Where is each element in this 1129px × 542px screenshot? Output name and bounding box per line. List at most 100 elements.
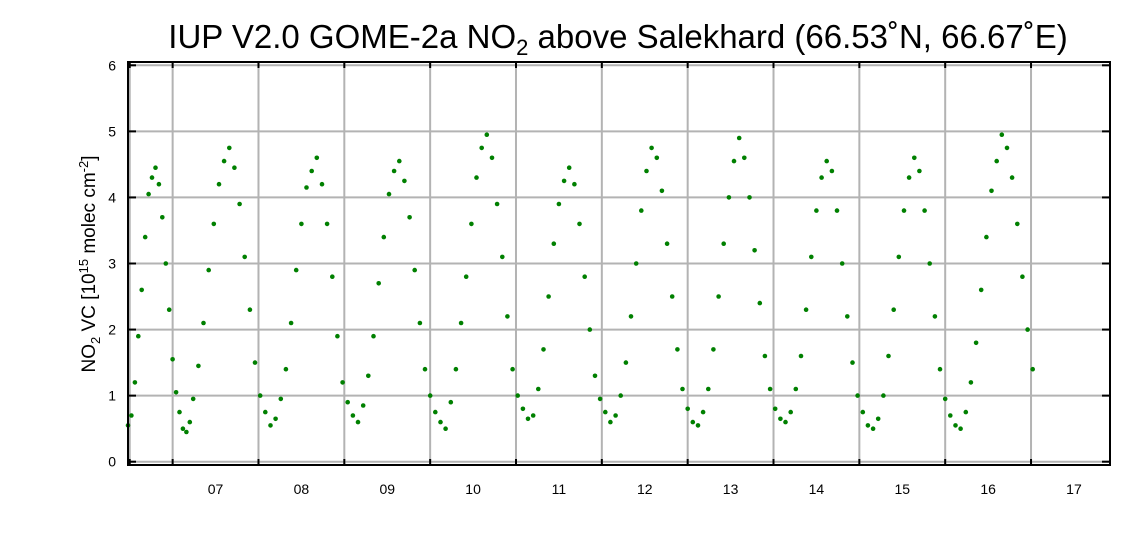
data-point <box>721 241 726 246</box>
data-point <box>932 314 938 319</box>
x-tick-label: 10 <box>465 481 481 497</box>
data-point <box>592 373 598 379</box>
data-point <box>731 158 737 164</box>
data-point <box>335 333 340 339</box>
data-point <box>510 366 515 372</box>
x-tick-label: 13 <box>723 481 739 497</box>
data-point <box>536 386 541 392</box>
y-tick-label: 2 <box>108 322 116 338</box>
data-point <box>680 386 685 392</box>
data-point <box>500 254 505 260</box>
data-point <box>803 307 809 313</box>
data-point <box>566 165 572 170</box>
data-point <box>762 353 768 359</box>
data-point <box>953 423 958 428</box>
data-point <box>736 135 742 141</box>
data-point <box>278 396 284 402</box>
data-point <box>824 158 829 164</box>
data-point <box>901 208 907 213</box>
data-point <box>649 145 654 151</box>
data-point <box>747 195 752 200</box>
data-point <box>132 380 138 385</box>
x-tick-label: 17 <box>1066 481 1082 497</box>
data-point <box>742 155 747 161</box>
data-point <box>613 413 618 418</box>
data-point <box>968 380 974 385</box>
y-tick-label: 0 <box>108 454 116 470</box>
data-point <box>149 175 155 180</box>
data-point <box>340 380 345 385</box>
data-point <box>453 366 459 372</box>
data-point <box>881 393 886 398</box>
data-point <box>752 248 757 253</box>
data-point <box>427 393 433 398</box>
data-point <box>829 168 835 174</box>
data-point <box>187 419 193 425</box>
data-point <box>561 178 567 184</box>
data-point <box>608 419 613 425</box>
x-tick-label: 08 <box>294 481 310 497</box>
data-point <box>1020 274 1025 280</box>
data-point <box>304 185 309 190</box>
data-point <box>520 406 526 412</box>
data-point <box>788 409 793 415</box>
data-point <box>201 320 206 326</box>
data-point <box>654 155 660 161</box>
data-point <box>860 409 866 415</box>
data-point <box>814 208 819 213</box>
data-point <box>479 145 485 151</box>
data-points <box>125 132 1035 435</box>
data-point <box>257 393 263 398</box>
data-point <box>407 215 412 220</box>
data-point <box>376 281 382 286</box>
data-point <box>232 165 237 170</box>
data-point <box>958 426 963 432</box>
x-tick-label: 12 <box>637 481 653 497</box>
data-point <box>386 191 392 197</box>
data-point <box>978 287 984 293</box>
data-point <box>850 360 855 365</box>
chart-title: IUP V2.0 GOME-2a NO2 above Salekhard (66… <box>168 18 1067 60</box>
data-point <box>577 221 582 227</box>
data-point <box>525 416 531 422</box>
data-point <box>309 168 315 174</box>
data-point <box>412 267 418 273</box>
data-point <box>366 373 371 379</box>
data-point <box>397 158 402 164</box>
data-point <box>582 274 587 280</box>
data-point <box>484 132 490 137</box>
data-point <box>917 168 922 174</box>
data-point <box>700 409 706 415</box>
data-point <box>391 168 397 174</box>
data-point <box>156 181 162 187</box>
data-point <box>973 340 979 346</box>
data-point <box>886 353 891 359</box>
data-point <box>572 181 577 187</box>
y-tick-label: 4 <box>108 189 116 205</box>
data-point <box>639 208 644 213</box>
data-point <box>664 241 670 246</box>
data-point <box>999 132 1005 137</box>
data-point <box>937 366 943 372</box>
data-point <box>160 215 165 220</box>
x-tick-label: 07 <box>208 481 224 497</box>
data-point <box>314 155 320 161</box>
data-point <box>809 254 814 260</box>
data-point <box>242 254 247 260</box>
data-point <box>515 393 520 398</box>
data-point <box>173 390 179 395</box>
data-point <box>845 314 850 319</box>
y-tick-label: 3 <box>108 256 116 272</box>
data-point <box>778 416 783 422</box>
data-point <box>433 409 438 415</box>
data-point <box>216 181 222 187</box>
data-point <box>675 347 680 352</box>
data-point <box>706 386 711 392</box>
x-tick-label: 11 <box>552 481 567 497</box>
data-point <box>153 165 158 170</box>
data-point <box>1025 327 1030 332</box>
data-point <box>324 221 330 227</box>
data-point <box>1015 221 1020 227</box>
